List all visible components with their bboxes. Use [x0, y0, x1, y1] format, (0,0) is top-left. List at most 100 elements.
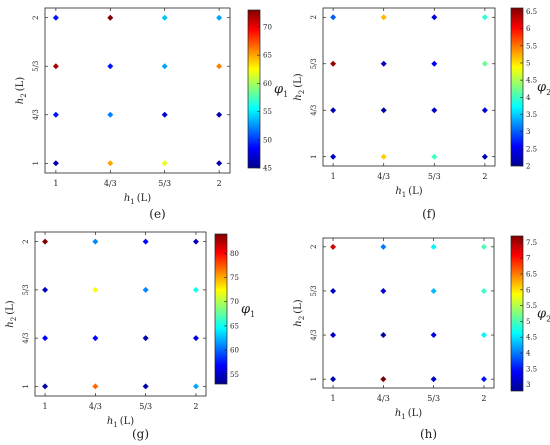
data-point [92, 286, 99, 293]
x-axis-label: h1 (L) [124, 193, 151, 206]
data-point [107, 63, 114, 70]
y-tick-label: 4/3 [32, 109, 40, 120]
data-point [431, 107, 438, 114]
colorbar-tick-label: 3.5 [526, 365, 537, 373]
colorbar-label: φ1 [241, 302, 255, 319]
data-point [42, 238, 49, 245]
colorbar-tick-label: 6 [526, 25, 531, 33]
x-axis-label: h1 (L) [395, 408, 422, 421]
y-axis-label: h2(L) [293, 73, 306, 100]
y-tick-label: 4/3 [310, 329, 318, 340]
data-point [52, 111, 59, 118]
y-tick-label: 5/3 [310, 285, 318, 296]
colorbar-tick-label: 70 [230, 298, 239, 306]
data-point [481, 14, 488, 21]
colorbar-tick-label: 4 [526, 350, 531, 358]
plot-frame [34, 231, 207, 397]
colorbar-tick-label: 65 [263, 52, 272, 60]
y-tick-label: 1 [310, 154, 318, 158]
data-point [430, 287, 437, 294]
data-point [330, 153, 337, 160]
colorbar-label: φ2 [537, 80, 550, 97]
colorbar-tick-label: 5 [526, 318, 530, 326]
colorbar-tick-label: 50 [263, 136, 272, 144]
data-point [481, 107, 488, 114]
data-point [330, 60, 337, 67]
data-point [107, 14, 114, 21]
data-point [42, 383, 49, 390]
colorbar-tick-label: 70 [263, 23, 272, 31]
y-axis-label: h2(L) [15, 77, 28, 104]
colorbar-label: φ2 [537, 307, 550, 324]
data-point [380, 14, 387, 21]
data-point [481, 60, 488, 67]
data-point [330, 332, 337, 339]
data-point [142, 286, 149, 293]
plot-frame [44, 7, 231, 174]
x-tick-label: 2 [481, 394, 486, 403]
colorbar-tick-label: 6 [526, 286, 531, 294]
data-point [480, 243, 487, 250]
y-tick-label: 2 [32, 15, 40, 19]
y-tick-label: 1 [32, 161, 40, 165]
data-point [330, 243, 337, 250]
data-point [92, 238, 99, 245]
colorbar-tick-label: 75 [230, 274, 239, 282]
colorbar-tick-label: 4.5 [526, 334, 537, 342]
data-point [330, 107, 337, 114]
data-point [380, 332, 387, 339]
data-point [107, 111, 114, 118]
data-point [430, 376, 437, 383]
plot-frame [322, 237, 495, 389]
colorbar-tick-label: 3.5 [526, 111, 537, 119]
data-point [192, 286, 199, 293]
data-point [161, 111, 168, 118]
data-point [42, 286, 49, 293]
data-point [52, 160, 59, 167]
data-point [216, 63, 223, 70]
data-point [330, 376, 337, 383]
data-point [380, 153, 387, 160]
colorbar-tick-label: 60 [230, 347, 239, 355]
colorbar-label: φ1 [274, 82, 288, 99]
colorbar [247, 9, 261, 169]
x-tick-label: 5/3 [139, 402, 152, 411]
data-point [42, 335, 49, 342]
chart-panel-h: 1 4/3 5/3 2 1 4/3 5/3 2 h1 (L) h2(L) 3 3.5 4 4.5 5 5.5 6 6… [293, 235, 550, 441]
data-point [431, 153, 438, 160]
chart-panel-g: 1 4/3 5/3 2 1 4/3 5/3 2 h1 (L) h2(L) 55 60 65 70 75 80 φ1… [5, 231, 255, 441]
x-tick-label: 5/3 [427, 394, 440, 403]
plot-frame [322, 7, 496, 167]
data-point [380, 60, 387, 67]
data-point [380, 243, 387, 250]
x-tick-label: 5/3 [428, 172, 441, 181]
data-point [107, 160, 114, 167]
data-point [380, 376, 387, 383]
colorbar-tick-label: 5 [526, 59, 530, 67]
data-point [380, 287, 387, 294]
x-tick-label: 2 [193, 402, 198, 411]
colorbar [510, 7, 524, 167]
colorbar-tick-label: 2 [526, 163, 530, 171]
colorbar-tick-label: 3 [526, 381, 530, 389]
y-tick-label: 2 [310, 15, 318, 19]
data-point [92, 335, 99, 342]
data-point [330, 287, 337, 294]
data-point [430, 332, 437, 339]
data-point [52, 14, 59, 21]
data-point [480, 287, 487, 294]
colorbar-tick-label: 6.5 [526, 8, 537, 16]
data-point [216, 111, 223, 118]
panel-label: (e) [149, 207, 165, 221]
colorbar-tick-label: 4.5 [526, 77, 537, 85]
colorbar-tick-label: 4 [526, 94, 531, 102]
x-tick-label: 4/3 [377, 172, 390, 181]
data-point [216, 160, 223, 167]
colorbar-tick-label: 80 [230, 250, 239, 258]
x-tick-label: 1 [43, 402, 48, 411]
colorbar-tick-label: 55 [263, 108, 272, 116]
data-point [192, 383, 199, 390]
y-axis-label: h2(L) [5, 300, 18, 327]
colorbar [214, 233, 228, 385]
colorbar-tick-label: 7 [526, 255, 530, 263]
